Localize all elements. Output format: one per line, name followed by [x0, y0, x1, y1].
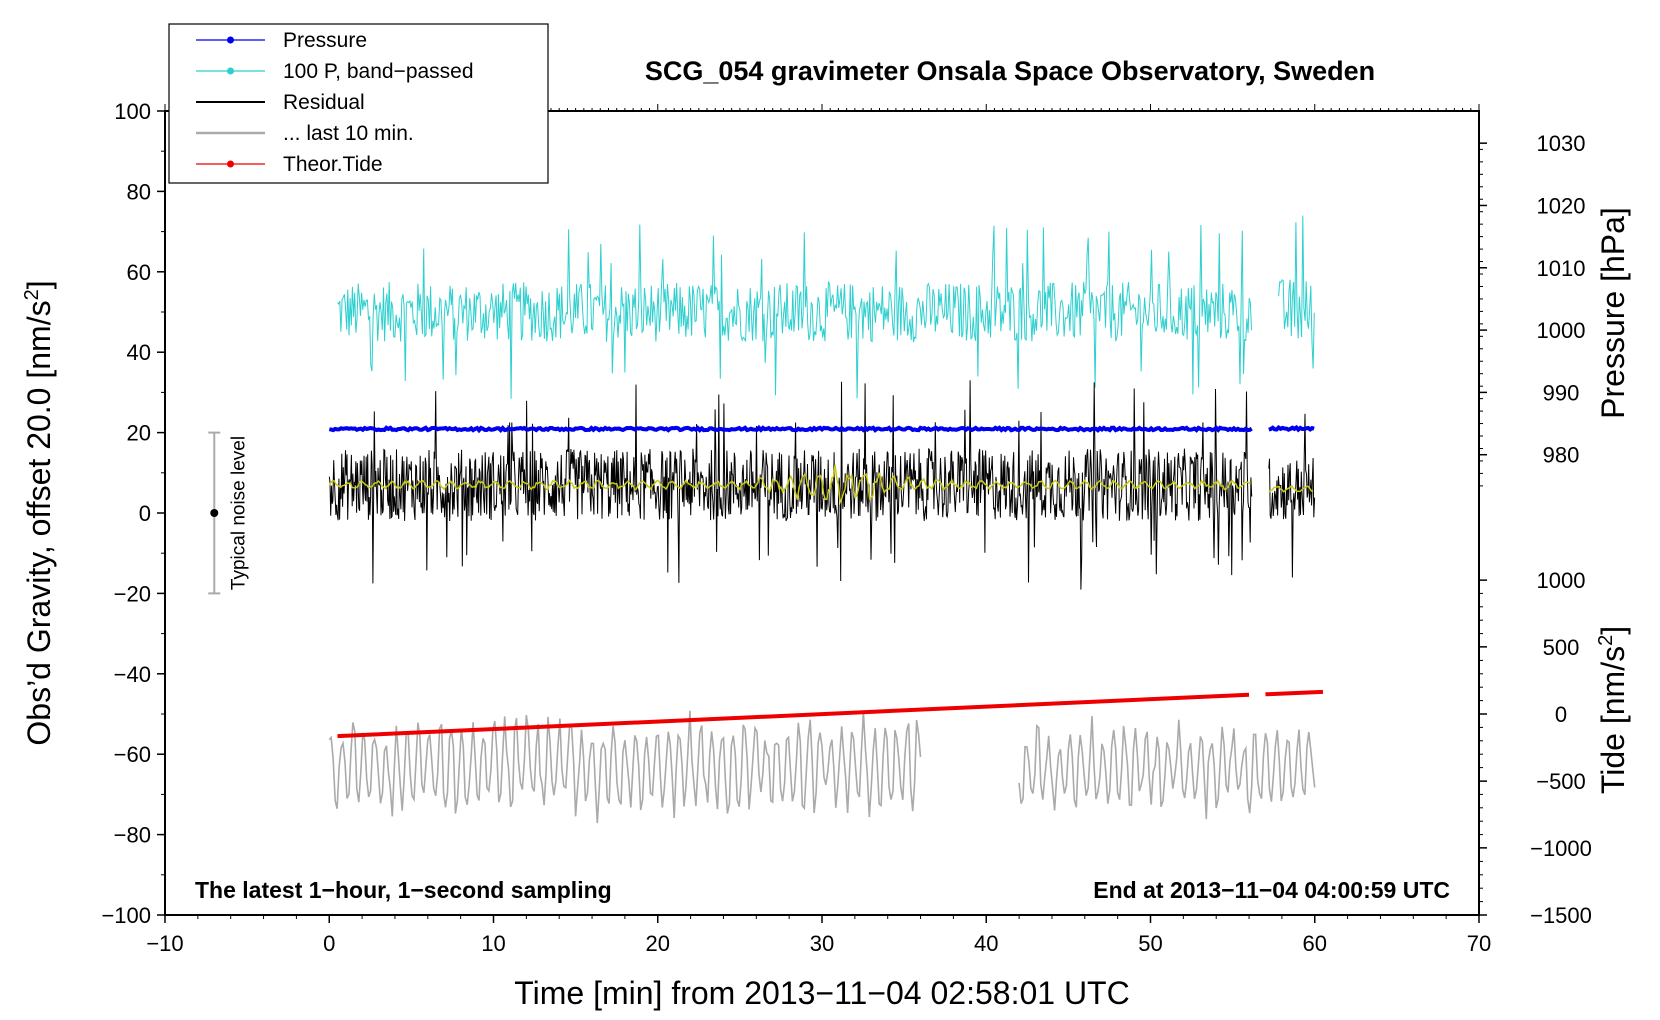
- series-residual: [1268, 413, 1316, 578]
- tide-tick-label: 1000: [1537, 568, 1586, 593]
- legend-label: ... last 10 min.: [283, 122, 414, 145]
- series-pressure: [328, 424, 1253, 434]
- noise-bar-center-dot: [210, 509, 219, 517]
- y-axis-title-main: Obs’d Gravity, offset 20.0 [nm/s: [21, 300, 57, 745]
- noise-bar-label: Typical noise level: [228, 436, 249, 590]
- y-tick-label: 80: [127, 179, 151, 204]
- x-tick-label: 50: [1138, 931, 1162, 956]
- y-axis-title-sup: 2: [21, 289, 43, 300]
- series-bandpassed-pressure: [337, 224, 1252, 399]
- y-tick-label: 20: [127, 421, 151, 446]
- x-tick-label: 10: [481, 931, 505, 956]
- y-tick-label: 0: [139, 501, 151, 526]
- pressure-tick-label: 1010: [1537, 256, 1586, 281]
- tide-tick-label: 500: [1543, 635, 1580, 660]
- pressure-tick-label: 980: [1543, 443, 1580, 468]
- legend-label: 100 P, band−passed: [283, 60, 474, 83]
- y-tick-label: −100: [101, 903, 151, 928]
- pressure-axis-title: Pressure [hPa]: [1595, 207, 1631, 419]
- series-theor-tide: [337, 692, 1250, 739]
- series-residual: [328, 380, 1253, 590]
- y-axis-ticks: −100 −80 −60 −40 −20 0 20 40 60 80 100: [101, 99, 165, 928]
- pressure-tick-label: 1020: [1537, 193, 1586, 218]
- y-axis-title-close: ]: [21, 280, 57, 289]
- x-tick-label: 30: [810, 931, 834, 956]
- series-residual-smoothed: [1268, 484, 1314, 493]
- x-tick-label: 20: [646, 931, 670, 956]
- y-tick-label: −60: [114, 742, 151, 767]
- legend-label: Residual: [283, 91, 365, 114]
- right-axis-pressure: 980 990 1000 1010 1020 1030: [1479, 131, 1586, 487]
- annotation-left: The latest 1−hour, 1−second sampling: [195, 877, 612, 903]
- legend-label: Theor.Tide: [283, 153, 383, 176]
- x-tick-label: 60: [1303, 931, 1327, 956]
- legend-label: Pressure: [283, 29, 367, 52]
- x-tick-label: 40: [974, 931, 998, 956]
- x-axis-title: Time [min] from 2013−11−04 02:58:01 UTC: [514, 975, 1129, 1011]
- y-tick-label: −40: [114, 662, 151, 687]
- pressure-tick-label: 1000: [1537, 318, 1586, 343]
- tide-tick-label: −500: [1536, 769, 1586, 794]
- noise-level-bar: Typical noise level: [208, 431, 249, 595]
- tide-axis-title: Tide [nm/s2]: [1595, 626, 1631, 794]
- tide-axis-title-sup: 2: [1595, 635, 1617, 646]
- series-residual-smoothed: [328, 464, 1251, 506]
- legend: Pressure 100 P, band−passed Residual ... la…: [168, 23, 549, 184]
- y-tick-label: 100: [114, 99, 151, 124]
- y-axis-title: Obs’d Gravity, offset 20.0 [nm/s2]: [21, 280, 57, 745]
- x-axis-ticks: −10 0 10 20 30 40 50 60 70: [146, 915, 1491, 956]
- x-tick-label: 0: [323, 931, 335, 956]
- x-tick-label: −10: [146, 931, 183, 956]
- legend-marker: [227, 67, 234, 75]
- tide-axis-title-main: Tide [nm/s: [1595, 646, 1631, 794]
- series-bandpassed-pressure: [1278, 215, 1315, 369]
- series-theor-tide: [1265, 689, 1324, 697]
- legend-marker: [227, 36, 234, 44]
- y-tick-label: −20: [114, 581, 151, 606]
- pressure-tick-label: 990: [1543, 380, 1580, 405]
- y-tick-label: 40: [127, 340, 151, 365]
- right-axis-tide: −1500 −1000 −500 0 500 1000: [1479, 568, 1592, 928]
- series-last-10-min: [328, 710, 922, 824]
- x-tick-label: 70: [1467, 931, 1491, 956]
- legend-box: [168, 23, 549, 184]
- annotation-right: End at 2013−11−04 04:00:59 UTC: [1093, 877, 1450, 903]
- series-layer: [328, 215, 1324, 824]
- tide-axis-title-close: ]: [1595, 626, 1631, 635]
- y-tick-label: 60: [127, 260, 151, 285]
- y-tick-label: −80: [114, 823, 151, 848]
- tide-tick-label: 0: [1555, 702, 1567, 727]
- chart-title: SCG_054 gravimeter Onsala Space Observat…: [645, 56, 1375, 86]
- series-pressure: [1268, 424, 1315, 433]
- series-last-10-min: [1018, 715, 1316, 820]
- pressure-tick-label: 1030: [1537, 131, 1586, 156]
- tide-tick-label: −1000: [1530, 836, 1592, 861]
- legend-marker: [227, 160, 234, 168]
- tide-tick-label: −1500: [1530, 903, 1592, 928]
